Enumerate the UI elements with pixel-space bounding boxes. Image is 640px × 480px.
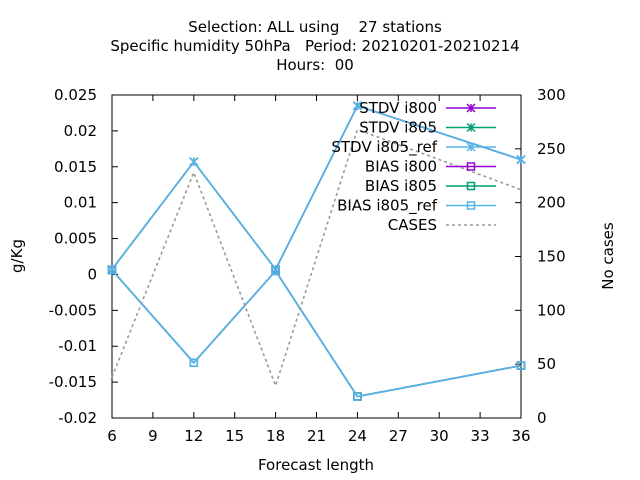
data-point (189, 358, 199, 367)
y-tick-label: 0 (87, 265, 97, 283)
legend-label: BIAS i800 (365, 158, 437, 176)
data-point (107, 265, 117, 275)
y2-tick-label: 250 (537, 140, 566, 158)
x-tick-label: 6 (107, 427, 117, 445)
legend-item: BIAS i805 (365, 177, 496, 195)
y2-tick-label: 50 (537, 355, 556, 373)
y-tick-label: 0.015 (54, 158, 97, 176)
y-axis-ticks: 0.025 0.02 0.015 0.01 0.005 0 -0.005 -0.01 -0.01… (49, 86, 118, 427)
legend-label: STDV i805_ref (331, 138, 437, 157)
y2-axis-label: No cases (599, 222, 617, 290)
title-line-1: Selection: ALL using 27 stations (188, 18, 442, 36)
series-bias-i805-ref (107, 265, 526, 401)
y-tick-label: 0.025 (54, 86, 97, 104)
y-tick-label: -0.01 (58, 337, 97, 355)
legend-item: CASES (388, 216, 496, 234)
legend-swatch-marker (466, 201, 476, 210)
data-point (353, 392, 362, 401)
y-tick-label: 0.01 (64, 194, 97, 212)
y2-axis-ticks: 300 250 200 150 100 50 0 (515, 86, 566, 427)
series-stdv-i805-ref (107, 101, 526, 274)
x-tick-label: 18 (266, 427, 285, 445)
y2-tick-label: 0 (537, 409, 547, 427)
data-point (516, 361, 526, 370)
y2-tick-label: 150 (537, 248, 566, 266)
legend-item: STDV i800 (359, 99, 496, 117)
legend-label: BIAS i805 (365, 177, 437, 195)
legend-swatch-marker (466, 103, 476, 113)
x-tick-label: 9 (148, 427, 158, 445)
x-axis-label: Forecast length (258, 456, 374, 474)
x-tick-label: 12 (184, 427, 203, 445)
series-cases (111, 128, 522, 389)
x-axis-ticks: 6 9 12 15 18 21 24 27 30 33 36 (107, 95, 531, 445)
y2-tick-label: 100 (537, 301, 566, 319)
data-point (271, 266, 280, 276)
legend-swatch-marker (466, 122, 476, 133)
series-layer (107, 101, 526, 401)
y-tick-label: -0.02 (58, 409, 97, 427)
series-line (111, 104, 522, 271)
legend-label: BIAS i805_ref (337, 197, 438, 216)
y-tick-label: -0.005 (49, 301, 97, 319)
x-tick-label: 15 (225, 427, 244, 445)
data-point (352, 101, 362, 111)
legend-label: STDV i800 (359, 99, 437, 117)
series-line (111, 269, 522, 398)
y-tick-label: 0.005 (54, 230, 97, 248)
data-point (189, 157, 199, 167)
data-point (516, 155, 526, 165)
legend-label: CASES (388, 216, 437, 234)
chart-title: Selection: ALL using 27 stations Specifi… (110, 18, 519, 74)
legend-swatch-marker (466, 142, 476, 152)
x-tick-label: 36 (511, 427, 530, 445)
y2-tick-label: 300 (537, 86, 566, 104)
title-line-3: Hours: 00 (276, 56, 354, 74)
x-tick-label: 33 (471, 427, 490, 445)
y2-tick-label: 200 (537, 194, 566, 212)
x-tick-label: 30 (430, 427, 449, 445)
legend-swatch-marker (466, 181, 476, 191)
y-axis-label: g/Kg (8, 239, 26, 273)
legend-item: BIAS i805_ref (337, 197, 496, 216)
x-tick-label: 27 (389, 427, 408, 445)
series-line (111, 128, 522, 389)
title-line-2: Specific humidity 50hPa Period: 20210201… (110, 37, 519, 55)
legend-swatch-marker (466, 162, 476, 171)
legend-item: STDV i805_ref (331, 138, 496, 157)
y-tick-label: 0.02 (64, 122, 97, 140)
y-tick-label: -0.015 (49, 373, 97, 391)
legend-item: BIAS i800 (365, 158, 496, 176)
x-tick-label: 21 (307, 427, 326, 445)
legend-item: STDV i805 (359, 119, 496, 137)
legend-label: STDV i805 (359, 119, 437, 137)
x-tick-label: 24 (348, 427, 367, 445)
